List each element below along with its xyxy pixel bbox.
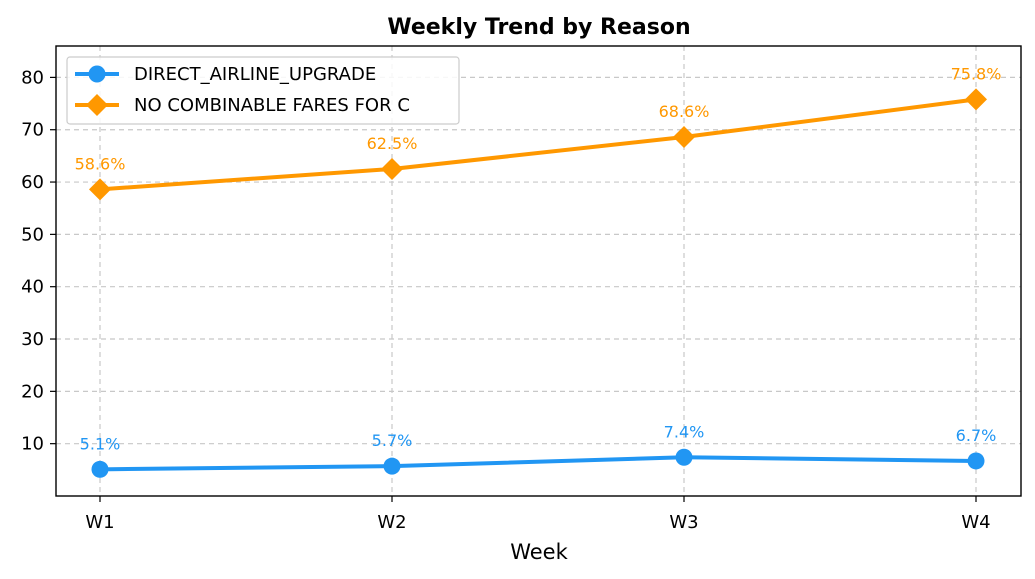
y-tick-label: 80 bbox=[21, 67, 44, 88]
data-point bbox=[675, 448, 693, 466]
y-tick-label: 70 bbox=[21, 120, 44, 141]
data-label: 5.7% bbox=[372, 431, 413, 450]
series-line bbox=[98, 455, 978, 472]
data-label: 68.6% bbox=[659, 102, 710, 121]
y-tick-label: 50 bbox=[21, 224, 44, 245]
legend-label: NO COMBINABLE FARES FOR C bbox=[134, 95, 410, 116]
plot-area-frame bbox=[55, 45, 1022, 497]
y-tick-label: 60 bbox=[21, 172, 44, 193]
series-layer bbox=[89, 88, 987, 478]
x-tick-label: W2 bbox=[377, 512, 406, 533]
data-point bbox=[383, 457, 401, 475]
legend-box bbox=[66, 56, 460, 125]
data-point bbox=[967, 452, 985, 470]
legend-label: DIRECT_AIRLINE_UPGRADE bbox=[134, 64, 376, 85]
legend-items: DIRECT_AIRLINE_UPGRADE NO COMBINABLE FARE… bbox=[75, 64, 410, 116]
legend-marker bbox=[86, 94, 108, 116]
data-label: 75.8% bbox=[951, 64, 1002, 83]
y-tick-label: 10 bbox=[21, 434, 44, 455]
y-tick-label: 30 bbox=[21, 329, 44, 350]
data-label: 5.1% bbox=[80, 434, 121, 453]
data-point bbox=[965, 88, 987, 111]
chart-title: Weekly Trend by Reason bbox=[387, 15, 690, 40]
y-tick-label: 20 bbox=[21, 381, 44, 402]
legend-entry: NO COMBINABLE FARES FOR C bbox=[75, 94, 410, 116]
data-label: 62.5% bbox=[367, 134, 418, 153]
y-tick-label: 40 bbox=[21, 277, 44, 298]
data-labels: 5.1% 5.7% 7.4% 6.7% 58.6% 62.5% 68.6% 75.8% bbox=[75, 64, 1002, 453]
axes: W1 W2 W3 W4 10 20 30 40 50 60 70 80 bbox=[21, 67, 991, 533]
x-tick-label: W3 bbox=[669, 512, 698, 533]
data-label: 58.6% bbox=[75, 154, 126, 173]
grid-lines bbox=[56, 46, 1021, 496]
data-point bbox=[381, 157, 403, 180]
series-2 bbox=[89, 88, 987, 201]
x-axis-label: Week bbox=[510, 540, 568, 564]
data-point bbox=[673, 126, 695, 149]
legend: DIRECT_AIRLINE_UPGRADE NO COMBINABLE FARE… bbox=[66, 56, 460, 125]
x-tick-label: W1 bbox=[85, 512, 114, 533]
data-label: 6.7% bbox=[956, 426, 997, 445]
series-line bbox=[98, 97, 978, 192]
legend-marker bbox=[88, 65, 106, 83]
data-point bbox=[89, 178, 111, 201]
data-label: 7.4% bbox=[664, 422, 705, 441]
data-point bbox=[91, 460, 109, 478]
legend-entry: DIRECT_AIRLINE_UPGRADE bbox=[75, 64, 376, 85]
x-tick-label: W4 bbox=[961, 512, 990, 533]
series-1 bbox=[91, 448, 985, 478]
